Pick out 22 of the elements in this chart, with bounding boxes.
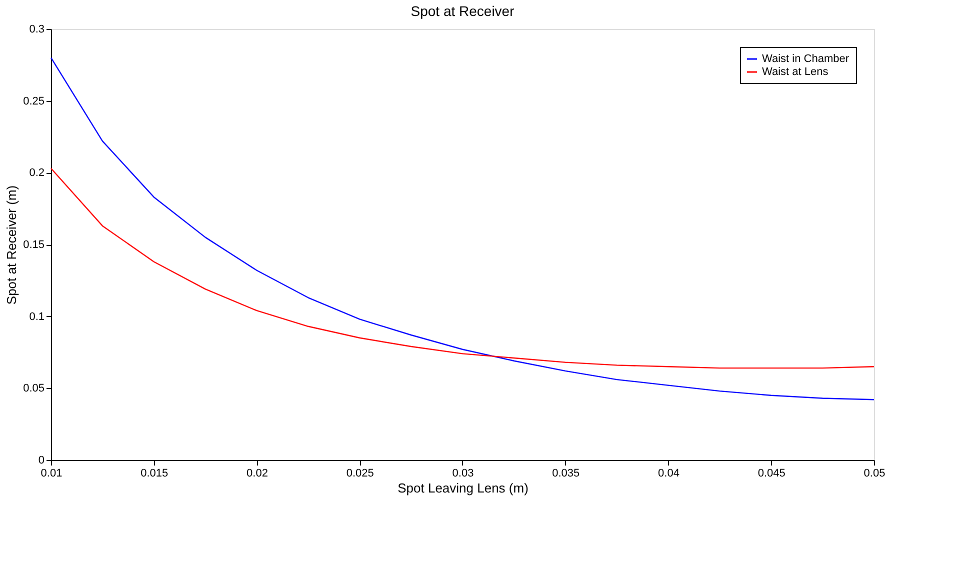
legend-label: Waist at Lens [762, 66, 829, 78]
y-tick-label: 0.25 [23, 95, 44, 108]
y-tick-label: 0.1 [29, 310, 44, 323]
x-axis-title: Spot Leaving Lens (m) [398, 480, 528, 496]
x-tick-label: 0.05 [864, 468, 886, 480]
x-tick-label: 0.01 [40, 468, 62, 480]
x-tick-label: 0.03 [452, 468, 474, 480]
y-tick-label: 0 [38, 454, 44, 466]
chart-title: Spot at Receiver [410, 3, 515, 19]
x-tick-label: 0.025 [346, 468, 374, 480]
y-tick-label: 0.2 [29, 167, 44, 180]
y-tick-label: 0.15 [23, 239, 44, 251]
x-tick-label: 0.045 [758, 468, 786, 480]
x-tick-label: 0.04 [658, 468, 680, 480]
y-axis-title: Spot at Receiver (m) [4, 185, 20, 305]
legend-label: Waist in Chamber [762, 53, 850, 65]
y-tick-label: 0.3 [29, 24, 44, 36]
x-tick-label: 0.035 [552, 468, 580, 480]
x-tick-label: 0.02 [246, 468, 268, 480]
line-series [50, 168, 875, 369]
x-tick-label: 0.015 [140, 468, 168, 480]
y-tick-label: 0.05 [23, 382, 44, 395]
